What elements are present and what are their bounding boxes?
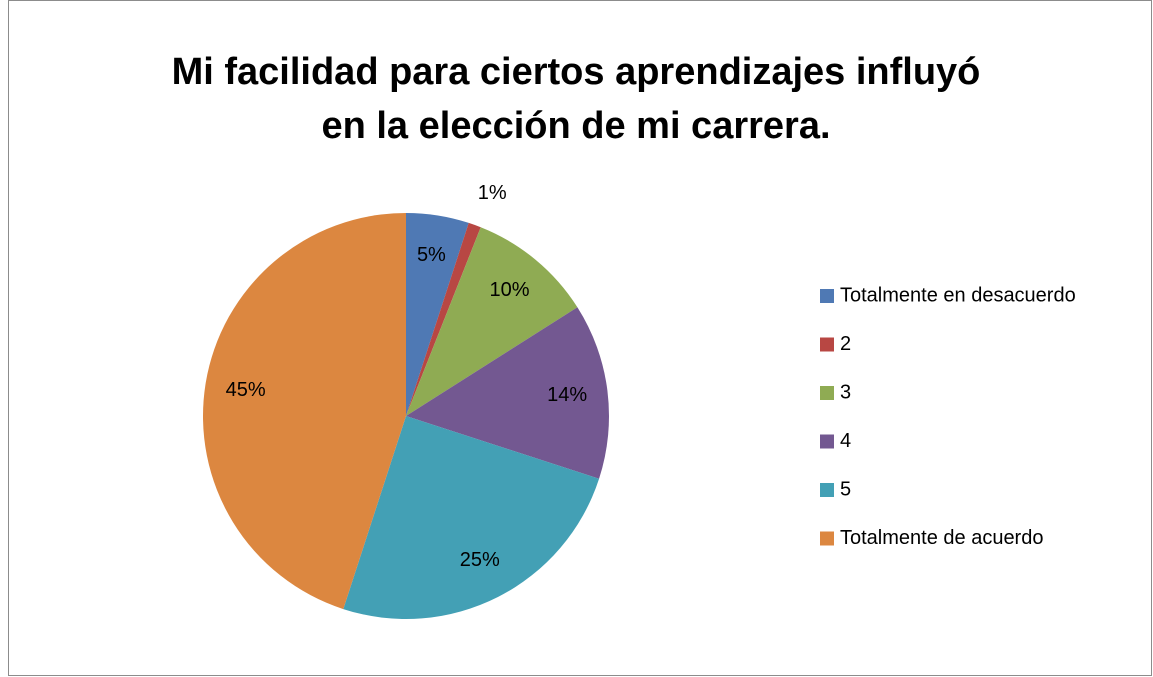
- legend-label: Totalmente en desacuerdo: [840, 284, 1076, 306]
- legend-swatch: [820, 337, 834, 352]
- pie-slice: [406, 222, 481, 416]
- data-label: 25%: [460, 549, 500, 571]
- chart-title: en la elección de mi carrera.: [321, 105, 830, 147]
- legend-swatch: [820, 531, 834, 546]
- pie-slice: [406, 307, 609, 479]
- pie-slice: [343, 416, 600, 619]
- pie-slice: [406, 213, 469, 416]
- data-label: 14%: [547, 384, 587, 406]
- pie-slice: [203, 213, 406, 610]
- legend-label: 4: [840, 430, 851, 452]
- chart-title: Mi facilidad para ciertos aprendizajes i…: [172, 51, 981, 93]
- data-label: 5%: [417, 244, 446, 266]
- legend-swatch: [820, 386, 834, 400]
- legend-label: Totalmente de acuerdo: [840, 527, 1043, 549]
- pie-slice: [406, 227, 578, 416]
- data-label: 1%: [478, 182, 507, 204]
- legend-label: 3: [840, 381, 851, 403]
- legend-swatch: [820, 289, 834, 303]
- legend-label: 2: [840, 333, 851, 355]
- data-label: 45%: [226, 379, 266, 401]
- legend-label: 5: [840, 478, 851, 500]
- data-label: 10%: [490, 279, 530, 301]
- legend-swatch: [820, 434, 834, 449]
- legend-swatch: [820, 483, 834, 497]
